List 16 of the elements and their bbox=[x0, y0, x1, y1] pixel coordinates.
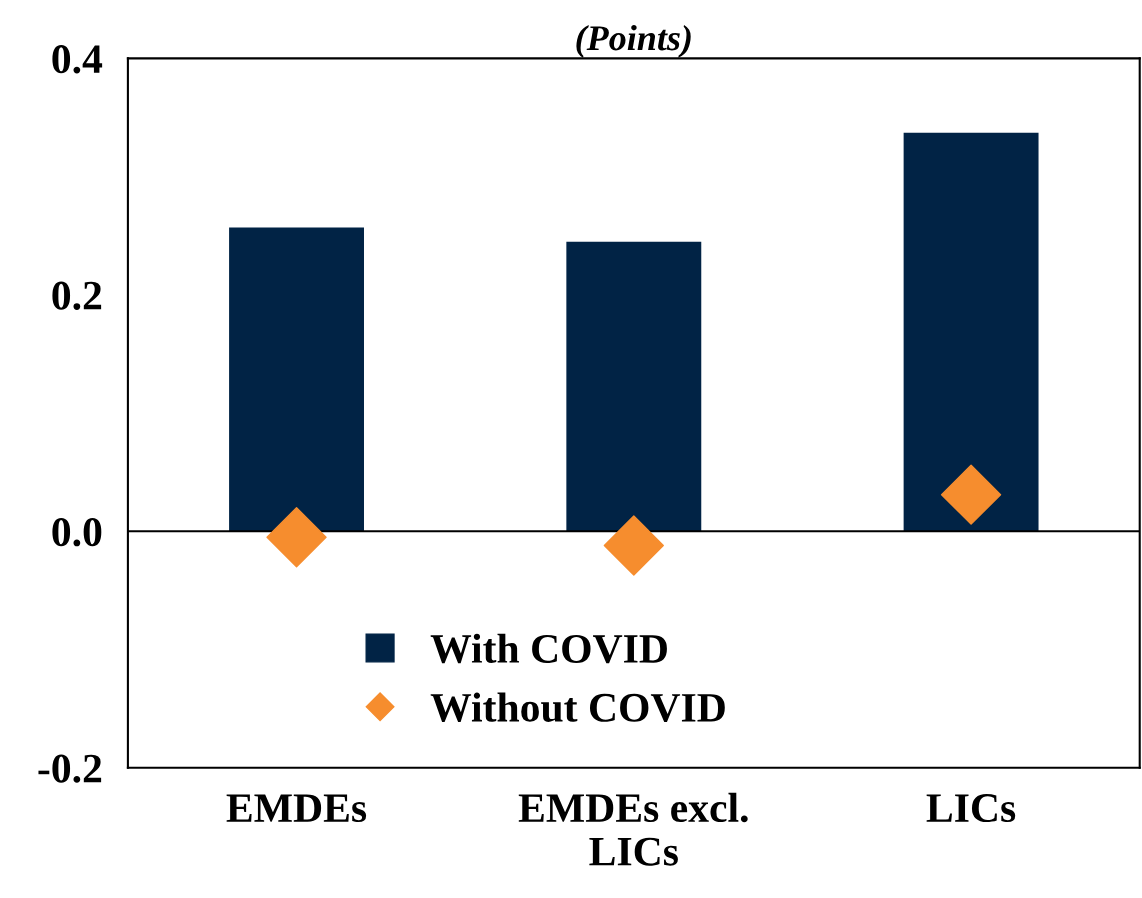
chart-title: (Points) bbox=[576, 24, 691, 58]
legend-label: With COVID bbox=[430, 633, 667, 664]
y-tick-label: -0.2 bbox=[38, 754, 102, 783]
point bbox=[266, 507, 327, 568]
point bbox=[603, 515, 664, 576]
bar bbox=[903, 132, 1039, 532]
bar bbox=[566, 241, 702, 532]
y-tick-label: 0.4 bbox=[52, 45, 103, 74]
bar bbox=[229, 227, 364, 532]
point bbox=[940, 464, 1002, 525]
y-tick-label: 0.2 bbox=[52, 281, 102, 310]
x-tick-label: EMDEs bbox=[226, 794, 367, 823]
x-tick-label: LICs bbox=[926, 794, 1016, 823]
y-tick-label: 0.0 bbox=[52, 518, 102, 547]
legend-label: Without COVID bbox=[430, 692, 725, 723]
x-tick-label: EMDEs excl. LICs bbox=[518, 792, 748, 866]
